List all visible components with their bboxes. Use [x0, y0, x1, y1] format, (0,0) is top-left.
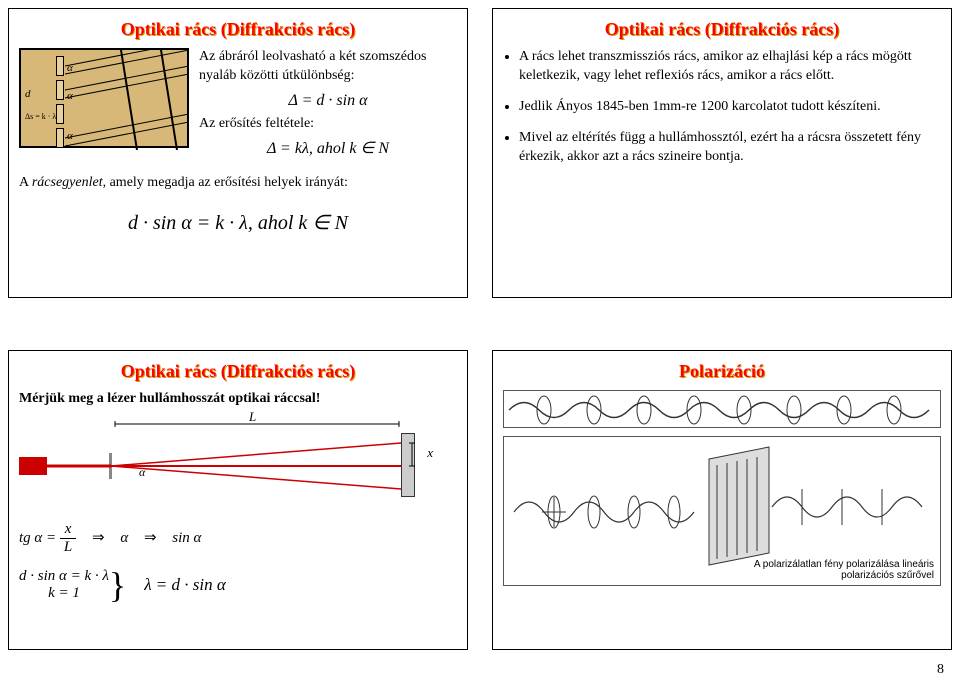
slide-bottom-left: Optikai rács (Diffrakciós rács) Mérjük m…	[8, 350, 468, 650]
formula2: Δ = kλ, ahol k ∈ N	[199, 138, 457, 160]
tg-alpha: tg α =	[19, 530, 56, 546]
title-bottom-right: Polarizáció	[503, 361, 941, 382]
wave-icon	[504, 391, 940, 429]
sin-alpha: sin α	[172, 530, 201, 546]
arrow-2: ⇒	[144, 530, 157, 546]
grating-diagram: d Δs = k · λ α α α	[19, 48, 189, 148]
grating-rays-icon	[21, 50, 191, 150]
L-label: L	[249, 409, 256, 425]
arrow-1: ⇒	[92, 530, 105, 546]
result-formula: λ = d · sin α	[144, 575, 226, 595]
racsegyenlet-line: A rácsegyenlet, amely megadja az erősíté…	[19, 174, 457, 193]
subtitle-bottom-left: Mérjük meg a lézer hullámhosszát optikai…	[19, 390, 457, 409]
x-label: x	[427, 445, 433, 461]
alpha-mid: α	[120, 530, 128, 546]
formula3: d · sin α = k · λ, ahol k ∈ N	[19, 205, 457, 240]
slide-top-right: Optikai rács (Diffrakciós rács) A rács l…	[492, 8, 952, 298]
alpha-label-laser: α	[139, 465, 145, 480]
text2: Az erősítés feltétele:	[199, 115, 457, 134]
laser-diagram: L x α	[19, 415, 439, 515]
stack-bot: k = 1	[19, 585, 109, 602]
frac-den: L	[60, 539, 76, 556]
title-top-right: Optikai rács (Diffrakciós rács)	[503, 19, 941, 40]
title-top-left: Optikai rács (Diffrakciós rács)	[19, 19, 457, 40]
brace-icon: }	[109, 564, 126, 606]
polarizer-caption: A polarizálatlan fény polarizálása lineá…	[734, 559, 934, 581]
frac-num: x	[60, 521, 76, 539]
bullets-top-right: A rács lehet transzmissziós rács, amikor…	[503, 48, 941, 166]
stack-top: d · sin α = k · λ	[19, 568, 109, 585]
page-number: 8	[937, 662, 944, 678]
text1: Az ábráról leolvasható a két szomszédos …	[199, 48, 457, 86]
laser-rays-icon	[19, 415, 439, 515]
formula1: Δ = d · sin α	[199, 90, 457, 112]
slide-top-left: Optikai rács (Diffrakciós rács) d Δs = k…	[8, 8, 468, 298]
slide-bottom-right: Polarizáció	[492, 350, 952, 650]
polarization-wave-row	[503, 390, 941, 428]
bullet-3: Mivel az eltérítés függ a hullámhossztól…	[519, 129, 941, 167]
title-bottom-left: Optikai rács (Diffrakciós rács)	[19, 361, 457, 382]
polarizer-diagram: A polarizálatlan fény polarizálása lineá…	[503, 436, 941, 586]
bullet-2: Jedlik Ányos 1845-ben 1mm-re 1200 karcol…	[519, 98, 941, 117]
bullet-1: A rács lehet transzmissziós rács, amikor…	[519, 48, 941, 86]
